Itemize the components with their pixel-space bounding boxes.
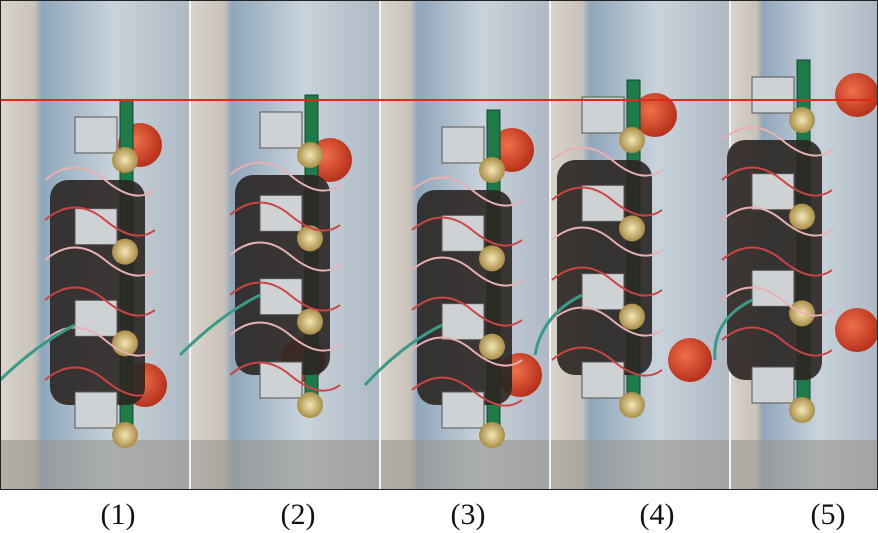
gear <box>789 107 815 133</box>
gear <box>619 392 645 418</box>
servo <box>752 174 794 210</box>
gear <box>112 147 138 173</box>
servo <box>582 274 624 310</box>
servo <box>260 195 302 231</box>
servo <box>442 304 484 340</box>
photo-panel <box>0 0 190 490</box>
photo-panel <box>535 0 730 490</box>
panel-label: (4) <box>640 498 675 531</box>
servo <box>75 300 117 336</box>
gear <box>619 215 645 241</box>
servo <box>582 362 624 398</box>
servo <box>752 77 794 113</box>
gear <box>479 334 505 360</box>
gear <box>789 397 815 423</box>
floor-shadow <box>550 440 730 490</box>
gear <box>479 245 505 271</box>
servo <box>752 367 794 403</box>
gear <box>297 309 323 335</box>
servo <box>75 392 117 428</box>
panel-label: (1) <box>101 498 136 531</box>
photo-panel <box>180 0 380 490</box>
figure: (1) (2) (3) (4) (5) <box>0 0 878 533</box>
gear <box>619 127 645 153</box>
servo <box>260 112 302 148</box>
photo-panel <box>365 0 550 490</box>
floor-shadow <box>380 440 550 490</box>
red-disc <box>835 73 878 117</box>
figure-svg: (1) (2) (3) (4) (5) <box>0 0 878 533</box>
panels <box>0 0 878 490</box>
gear <box>479 157 505 183</box>
gear <box>789 204 815 230</box>
servo <box>442 127 484 163</box>
gear <box>112 239 138 265</box>
gear <box>479 422 505 448</box>
gear <box>297 392 323 418</box>
red-disc <box>668 338 712 382</box>
gear <box>297 142 323 168</box>
gear <box>619 304 645 330</box>
floor-shadow <box>190 440 380 490</box>
photo-panel <box>715 0 878 490</box>
floor-shadow <box>730 440 878 490</box>
panel-label: (2) <box>281 498 316 531</box>
panel-label: (3) <box>451 498 486 531</box>
servo <box>75 117 117 153</box>
gear <box>297 225 323 251</box>
panel-label: (5) <box>811 498 846 531</box>
red-disc <box>835 308 878 352</box>
servo <box>442 392 484 428</box>
floor-shadow <box>0 440 190 490</box>
servo <box>582 97 624 133</box>
gear <box>112 422 138 448</box>
